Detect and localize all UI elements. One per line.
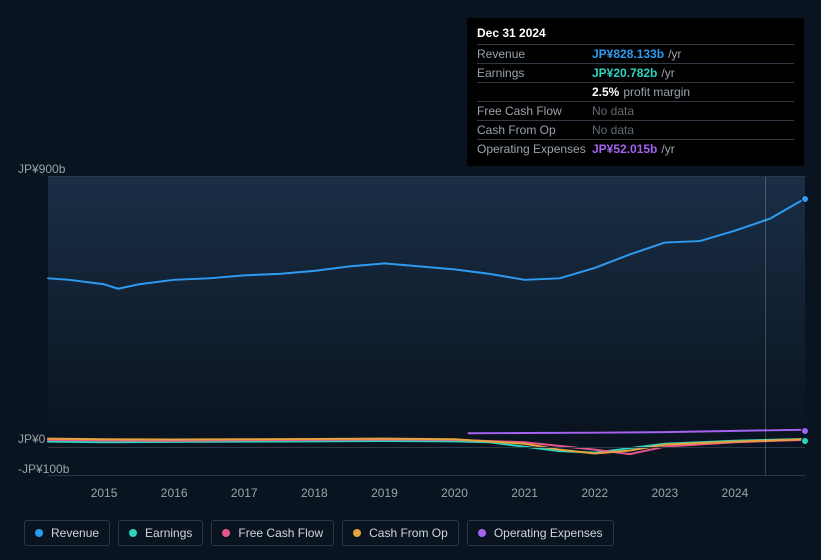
legend-label: Earnings [145, 526, 192, 540]
tooltip-row-value: JP¥20.782b/yr [592, 66, 794, 80]
tooltip-row: 2.5%profit margin [477, 82, 794, 101]
hover-line [765, 177, 766, 475]
legend-dot-icon [35, 529, 43, 537]
tooltip-row: EarningsJP¥20.782b/yr [477, 63, 794, 82]
series-line [469, 430, 805, 434]
zero-gridline [48, 447, 805, 448]
legend-dot-icon [129, 529, 137, 537]
legend-item[interactable]: Revenue [24, 520, 110, 546]
legend-item[interactable]: Cash From Op [342, 520, 459, 546]
y-axis-label: JP¥900b [18, 162, 65, 176]
chart-lines [48, 177, 805, 475]
series-endpoint-marker [801, 427, 809, 435]
x-axis-label: 2020 [441, 486, 468, 500]
plot-area[interactable] [48, 176, 805, 476]
y-axis-label: -JP¥100b [18, 462, 69, 476]
legend-label: Free Cash Flow [238, 526, 323, 540]
legend-label: Cash From Op [369, 526, 448, 540]
tooltip-date: Dec 31 2024 [477, 24, 794, 44]
legend-item[interactable]: Earnings [118, 520, 203, 546]
x-axis-label: 2024 [722, 486, 749, 500]
financial-chart[interactable]: JP¥900b JP¥0 -JP¥100b 2015 2016 2017 2018 2019 2… [18, 158, 804, 518]
tooltip-row: RevenueJP¥828.133b/yr [477, 44, 794, 63]
tooltip-row-value: JP¥52.015b/yr [592, 142, 794, 156]
tooltip-row-value: JP¥828.133b/yr [592, 47, 794, 61]
tooltip-row-label: Revenue [477, 47, 592, 61]
y-axis-label: JP¥0 [18, 432, 45, 446]
legend-dot-icon [353, 529, 361, 537]
legend-item[interactable]: Operating Expenses [467, 520, 614, 546]
series-line [48, 198, 805, 288]
x-axis-label: 2016 [161, 486, 188, 500]
x-axis-label: 2017 [231, 486, 258, 500]
legend-dot-icon [222, 529, 230, 537]
series-endpoint-marker [801, 437, 809, 445]
x-axis-label: 2022 [581, 486, 608, 500]
tooltip-row-label: Operating Expenses [477, 142, 592, 156]
legend-item[interactable]: Free Cash Flow [211, 520, 334, 546]
legend-dot-icon [478, 529, 486, 537]
tooltip-row-label: Earnings [477, 66, 592, 80]
data-tooltip: Dec 31 2024 RevenueJP¥828.133b/yrEarning… [467, 18, 804, 166]
x-axis-label: 2015 [91, 486, 118, 500]
x-axis-label: 2021 [511, 486, 538, 500]
chart-legend: Revenue Earnings Free Cash Flow Cash From O… [24, 520, 614, 546]
tooltip-row-value: No data [592, 104, 794, 118]
tooltip-row: Cash From OpNo data [477, 120, 794, 139]
tooltip-row: Free Cash FlowNo data [477, 101, 794, 120]
legend-label: Operating Expenses [494, 526, 603, 540]
series-endpoint-marker [801, 195, 809, 203]
tooltip-row-value: No data [592, 123, 794, 137]
tooltip-row-value: 2.5%profit margin [592, 85, 794, 99]
x-axis-label: 2018 [301, 486, 328, 500]
x-axis-label: 2019 [371, 486, 398, 500]
tooltip-row-label: Free Cash Flow [477, 104, 592, 118]
tooltip-row-label: Cash From Op [477, 123, 592, 137]
tooltip-row: Operating ExpensesJP¥52.015b/yr [477, 139, 794, 158]
x-axis-label: 2023 [651, 486, 678, 500]
legend-label: Revenue [51, 526, 99, 540]
